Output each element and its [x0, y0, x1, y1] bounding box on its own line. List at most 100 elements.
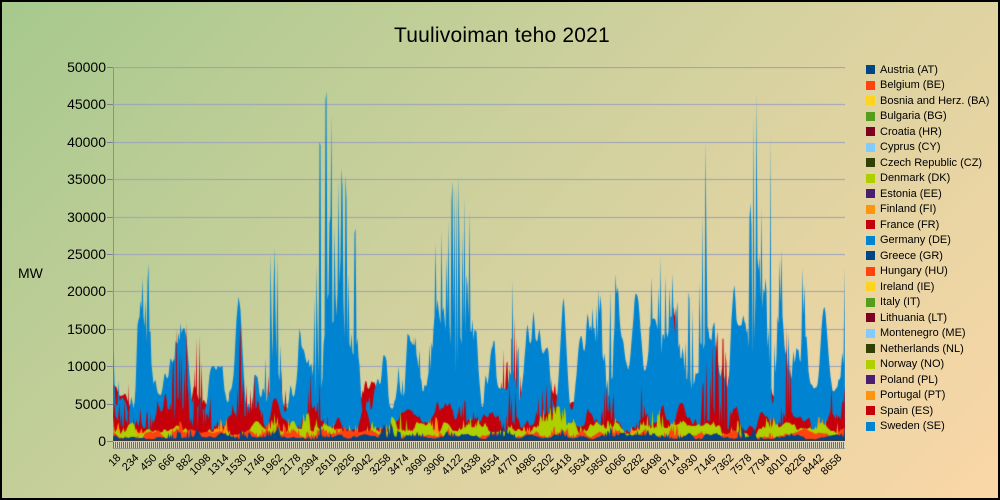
y-axis-tick-mark	[107, 404, 113, 405]
legend-swatch-me	[866, 328, 875, 338]
legend-label: Finland (FI)	[880, 203, 937, 216]
y-axis-tick-mark	[107, 291, 113, 292]
y-axis-tick-mark	[107, 104, 113, 105]
legend-item-cz: Czech Republic (CZ)	[866, 155, 996, 171]
legend-item-de: Germany (DE)	[866, 233, 996, 249]
legend-swatch-dk	[866, 173, 875, 183]
legend-swatch-ba	[866, 96, 875, 106]
legend-label: Lithuania (LT)	[880, 311, 948, 324]
legend-label: Greece (GR)	[880, 249, 943, 262]
legend-swatch-cy	[866, 142, 875, 152]
legend-item-dk: Denmark (DK)	[866, 171, 996, 187]
legend-swatch-ee	[866, 189, 875, 199]
y-axis-tick-label: 20000	[67, 283, 106, 300]
y-axis-tick-label: 40000	[67, 133, 106, 150]
legend-label: Ireland (IE)	[880, 280, 935, 293]
y-axis-tick-label: 15000	[67, 320, 106, 337]
legend-swatch-fr	[866, 220, 875, 230]
legend-label: Hungary (HU)	[880, 265, 948, 278]
legend-swatch-pl	[866, 375, 875, 385]
legend-label: Bosnia and Herz. (BA)	[880, 94, 990, 107]
legend-item-gr: Greece (GR)	[866, 248, 996, 264]
legend-swatch-hu	[866, 266, 875, 276]
legend-item-nl: Netherlands (NL)	[866, 341, 996, 357]
y-axis-tick-mark	[107, 142, 113, 143]
legend-item-pt: Portugal (PT)	[866, 388, 996, 404]
y-axis-tick-mark	[107, 179, 113, 180]
legend-swatch-cz	[866, 158, 875, 168]
legend-item-ie: Ireland (IE)	[866, 279, 996, 295]
legend-item-no: Norway (NO)	[866, 357, 996, 373]
legend-item-hr: Croatia (HR)	[866, 124, 996, 140]
legend-swatch-es	[866, 406, 875, 416]
legend: Austria (AT) Belgium (BE) Bosnia and Herz.…	[866, 62, 996, 434]
legend-item-es: Spain (ES)	[866, 403, 996, 419]
legend-swatch-fi	[866, 204, 875, 214]
y-axis-tick-label: 45000	[67, 96, 106, 113]
legend-label: Belgium (BE)	[880, 79, 945, 92]
legend-swatch-at	[866, 65, 875, 75]
legend-item-ba: Bosnia and Herz. (BA)	[866, 93, 996, 109]
y-axis-tick-label: 10000	[67, 358, 106, 375]
legend-item-at: Austria (AT)	[866, 62, 996, 78]
legend-label: Czech Republic (CZ)	[880, 156, 983, 169]
legend-label: Spain (ES)	[880, 404, 934, 417]
legend-item-ee: Estonia (EE)	[866, 186, 996, 202]
legend-swatch-nl	[866, 344, 875, 354]
legend-label: Austria (AT)	[880, 63, 938, 76]
legend-swatch-gr	[866, 251, 875, 261]
y-axis-tick-mark	[107, 329, 113, 330]
y-axis-tick-label: 35000	[67, 171, 106, 188]
y-axis-tick-label: 50000	[67, 59, 106, 75]
y-axis-title: MW	[18, 265, 43, 281]
legend-label: Germany (DE)	[880, 234, 951, 247]
legend-label: Italy (IT)	[880, 296, 921, 309]
y-axis-tick-mark	[107, 254, 113, 255]
y-axis-tick-mark	[107, 217, 113, 218]
x-axis-line	[113, 440, 845, 441]
legend-label: Sweden (SE)	[880, 420, 945, 433]
legend-label: France (FR)	[880, 218, 940, 231]
legend-swatch-bg	[866, 111, 875, 121]
y-axis-tick-label: 0	[98, 433, 106, 449]
legend-swatch-it	[866, 297, 875, 307]
legend-label: Denmark (DK)	[880, 172, 951, 185]
legend-swatch-no	[866, 359, 875, 369]
y-axis-tick-label: 5000	[74, 395, 106, 412]
legend-item-be: Belgium (BE)	[866, 78, 996, 94]
legend-item-cy: Cyprus (CY)	[866, 140, 996, 156]
legend-swatch-hr	[866, 127, 875, 137]
legend-item-it: Italy (IT)	[866, 295, 996, 311]
y-axis-tick-mark	[107, 366, 113, 367]
legend-label: Bulgaria (BG)	[880, 110, 947, 123]
legend-label: Croatia (HR)	[880, 125, 942, 138]
legend-swatch-pt	[866, 390, 875, 400]
legend-label: Poland (PL)	[880, 373, 939, 386]
legend-label: Portugal (PT)	[880, 389, 946, 402]
legend-item-fr: France (FR)	[866, 217, 996, 233]
legend-label: Montenegro (ME)	[880, 327, 966, 340]
y-axis-tick-mark	[107, 441, 113, 442]
legend-item-se: Sweden (SE)	[866, 419, 996, 435]
legend-item-me: Montenegro (ME)	[866, 326, 996, 342]
legend-item-pl: Poland (PL)	[866, 372, 996, 388]
y-axis-tick-mark	[107, 67, 113, 68]
legend-label: Estonia (EE)	[880, 187, 942, 200]
legend-label: Netherlands (NL)	[880, 342, 964, 355]
y-axis-tick-label: 30000	[67, 208, 106, 225]
legend-swatch-be	[866, 80, 875, 90]
legend-label: Cyprus (CY)	[880, 141, 941, 154]
legend-swatch-ie	[866, 282, 875, 292]
y-axis-tick-label: 25000	[67, 246, 106, 262]
legend-item-lt: Lithuania (LT)	[866, 310, 996, 326]
chart-title: Tuulivoiman teho 2021	[394, 24, 610, 47]
legend-label: Norway (NO)	[880, 358, 945, 371]
legend-swatch-de	[866, 235, 875, 245]
legend-item-bg: Bulgaria (BG)	[866, 109, 996, 125]
x-axis-minor-ticks	[113, 442, 845, 449]
legend-swatch-lt	[866, 313, 875, 323]
area-chart-canvas	[113, 67, 845, 441]
legend-swatch-se	[866, 421, 875, 431]
legend-item-fi: Finland (FI)	[866, 202, 996, 218]
